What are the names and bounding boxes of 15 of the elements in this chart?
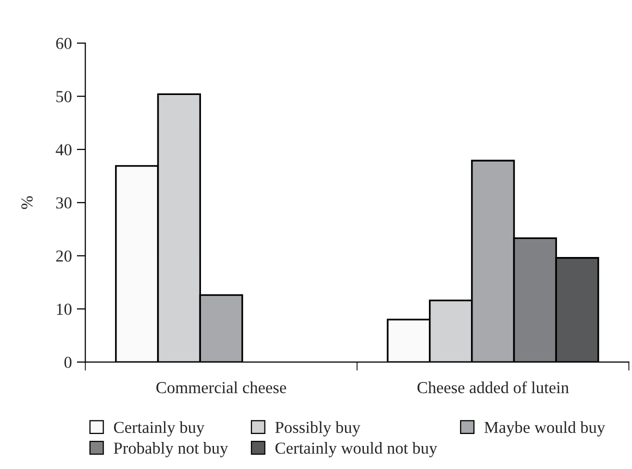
y-tick-label: 10 xyxy=(56,304,72,315)
x-tick-label: Cheese added of lutein xyxy=(418,381,569,394)
legend-label: Probably not buy xyxy=(114,442,228,458)
legend-label: Maybe would buy xyxy=(484,421,606,436)
x-tick-label: Commercial cheese xyxy=(156,382,286,394)
legend-label: Certainly would not buy xyxy=(275,442,438,458)
y-tick-label: 0 xyxy=(64,356,72,368)
y-axis-title: % xyxy=(21,196,33,209)
y-tick-label: 30 xyxy=(56,197,72,209)
y-tick-label: 50 xyxy=(56,91,72,102)
legend-label: Certainly buy xyxy=(114,421,204,436)
y-tick-label: 60 xyxy=(56,38,72,50)
y-tick-label: 40 xyxy=(56,144,72,156)
y-tick-label: 20 xyxy=(56,250,72,262)
legend-label: Possibly buy xyxy=(275,421,360,436)
